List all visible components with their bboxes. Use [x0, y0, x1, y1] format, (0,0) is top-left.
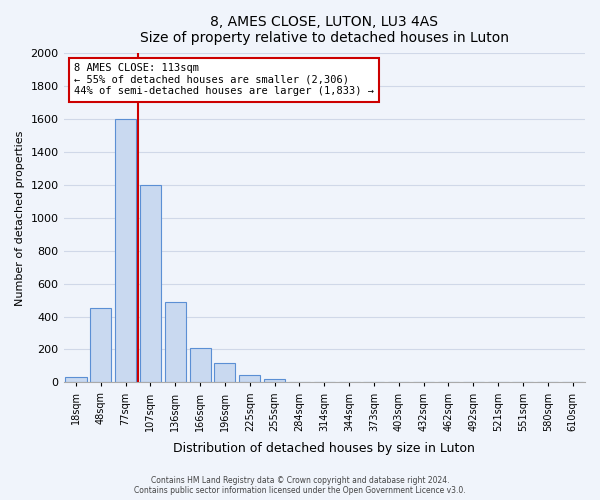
Text: 8 AMES CLOSE: 113sqm
← 55% of detached houses are smaller (2,306)
44% of semi-de: 8 AMES CLOSE: 113sqm ← 55% of detached h… — [74, 63, 374, 96]
Bar — [264, 379, 285, 382]
Bar — [239, 375, 260, 382]
Y-axis label: Number of detached properties: Number of detached properties — [15, 130, 25, 306]
Bar — [165, 302, 186, 382]
Title: 8, AMES CLOSE, LUTON, LU3 4AS
Size of property relative to detached houses in Lu: 8, AMES CLOSE, LUTON, LU3 4AS Size of pr… — [140, 15, 509, 45]
Bar — [65, 378, 86, 382]
Bar — [190, 348, 211, 382]
Bar — [115, 119, 136, 382]
Bar — [140, 185, 161, 382]
Bar — [214, 362, 235, 382]
Bar — [90, 308, 112, 382]
X-axis label: Distribution of detached houses by size in Luton: Distribution of detached houses by size … — [173, 442, 475, 455]
Text: Contains HM Land Registry data © Crown copyright and database right 2024.
Contai: Contains HM Land Registry data © Crown c… — [134, 476, 466, 495]
